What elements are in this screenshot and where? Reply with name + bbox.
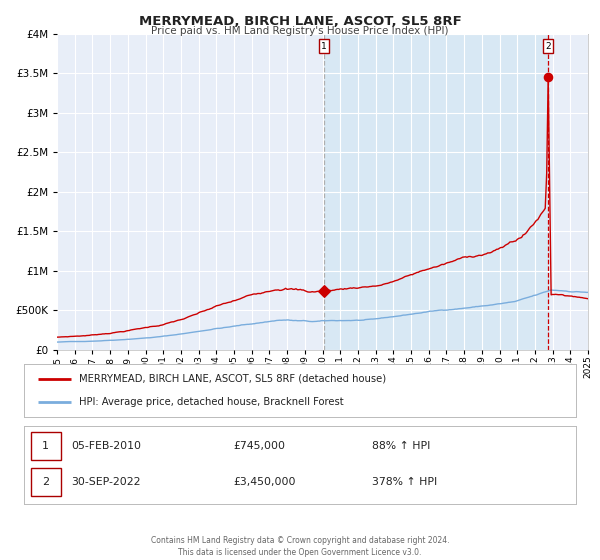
Text: 2: 2 <box>545 41 551 50</box>
Text: 1: 1 <box>321 41 327 50</box>
Text: 1: 1 <box>42 441 49 451</box>
Text: MERRYMEAD, BIRCH LANE, ASCOT, SL5 8RF: MERRYMEAD, BIRCH LANE, ASCOT, SL5 8RF <box>139 15 461 27</box>
Bar <box>31 468 61 496</box>
Text: 30-SEP-2022: 30-SEP-2022 <box>71 477 140 487</box>
Text: Price paid vs. HM Land Registry's House Price Index (HPI): Price paid vs. HM Land Registry's House … <box>151 26 449 36</box>
Text: Contains HM Land Registry data © Crown copyright and database right 2024.
This d: Contains HM Land Registry data © Crown c… <box>151 536 449 557</box>
Point <box>319 287 329 296</box>
Point <box>544 73 553 82</box>
Bar <box>324 34 548 350</box>
Text: MERRYMEAD, BIRCH LANE, ASCOT, SL5 8RF (detached house): MERRYMEAD, BIRCH LANE, ASCOT, SL5 8RF (d… <box>79 374 386 384</box>
Text: 05-FEB-2010: 05-FEB-2010 <box>71 441 141 451</box>
Text: 2: 2 <box>42 477 49 487</box>
Text: 88% ↑ HPI: 88% ↑ HPI <box>372 441 430 451</box>
Text: £745,000: £745,000 <box>234 441 286 451</box>
Text: £3,450,000: £3,450,000 <box>234 477 296 487</box>
Text: HPI: Average price, detached house, Bracknell Forest: HPI: Average price, detached house, Brac… <box>79 397 344 407</box>
Bar <box>31 432 61 460</box>
Text: 378% ↑ HPI: 378% ↑ HPI <box>372 477 437 487</box>
